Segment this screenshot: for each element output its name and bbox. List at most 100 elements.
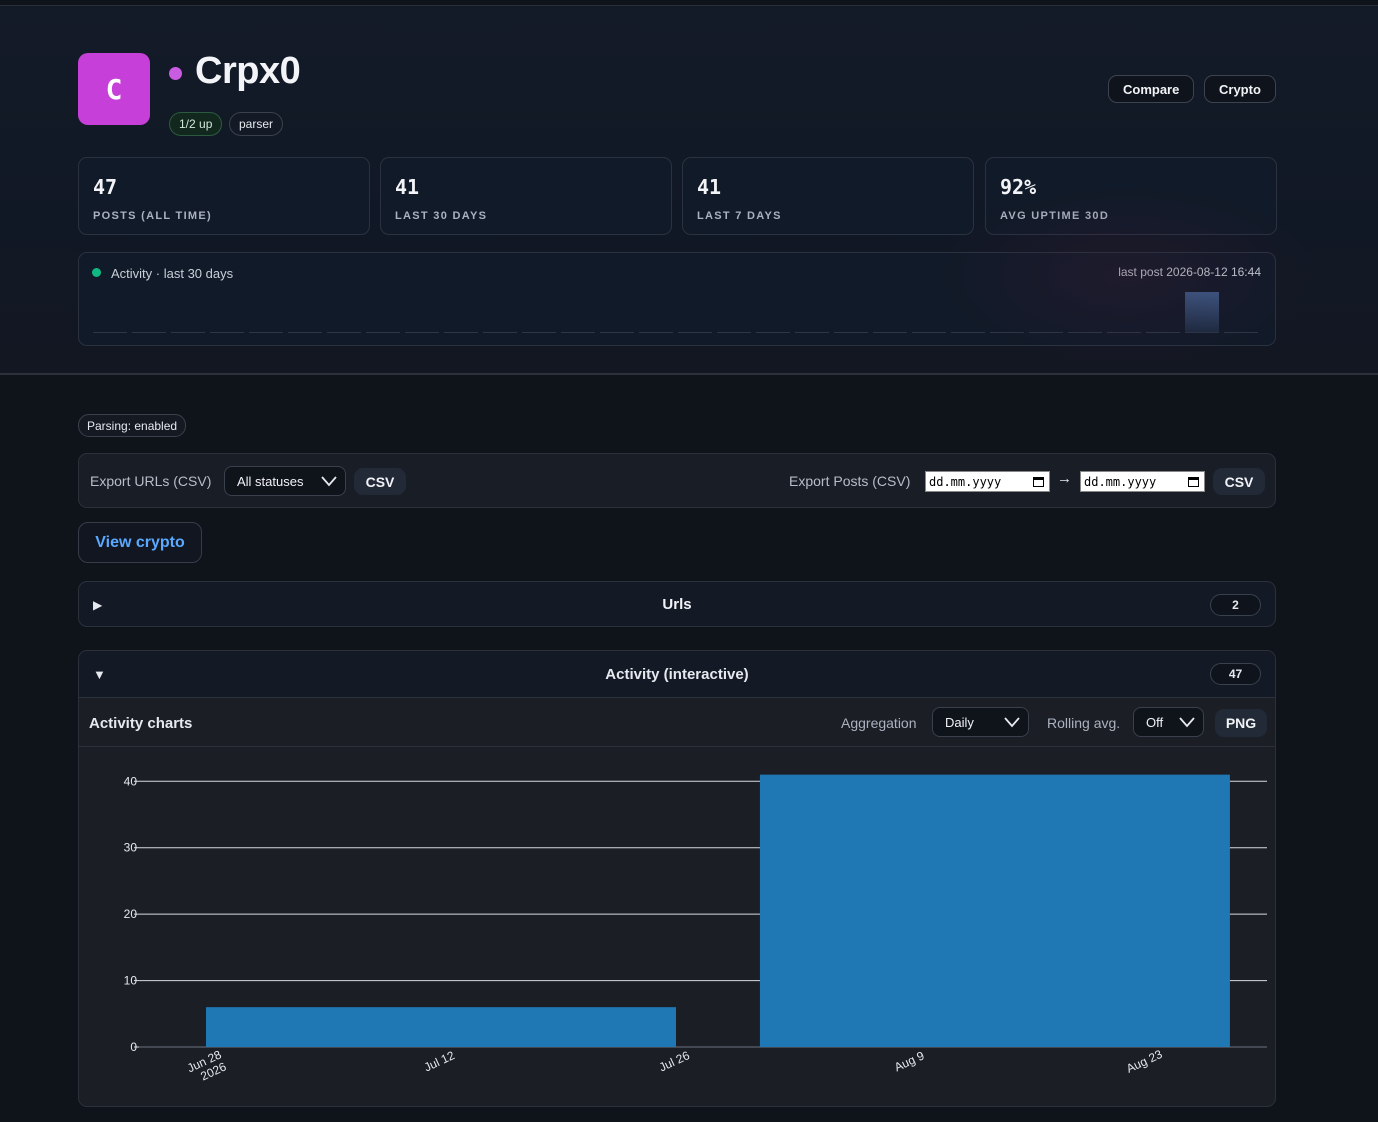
crypto-button[interactable]: Crypto [1204,75,1276,103]
sparkline-baseline [600,332,634,333]
y-tick-label: 30 [124,841,138,855]
x-tick-text: Aug 9 [892,1048,927,1074]
collapse-toggle-icon[interactable]: ▼ [93,667,106,682]
y-tick-label: 0 [130,1040,137,1054]
sparkline-baseline [405,332,439,333]
stat-card-last-7: 41 LAST 7 DAYS [682,157,974,235]
status-dot [169,67,182,80]
activity-sparkline-card: Activity · last 30 days last post 2026-0… [78,252,1276,346]
date-range-arrow: → [1057,470,1072,487]
chevron-down-icon [321,476,337,487]
sparkline-baseline [249,332,283,333]
sparkline-baseline [795,332,829,333]
calendar-icon[interactable] [1188,476,1199,487]
aggregation-value: Daily [945,714,974,730]
x-tick-label: Jul 12 [422,1048,457,1074]
chart-heading: Activity charts [89,715,193,732]
sparkline-baseline [483,332,517,333]
stat-label: POSTS (ALL TIME) [93,210,212,222]
sparkline-bar [1185,292,1219,332]
activity-panel-header[interactable]: ▼ Activity (interactive) 47 [79,651,1275,698]
view-crypto-button[interactable]: View crypto [78,522,202,563]
sparkline-baseline [756,332,790,333]
expand-toggle-icon[interactable]: ▶ [93,598,103,612]
sparkline-baseline [1224,332,1258,333]
compare-button[interactable]: Compare [1108,75,1195,103]
calendar-icon[interactable] [1033,476,1044,487]
date-to-placeholder: dd.mm.yyyy [1084,474,1157,489]
export-urls-csv-button[interactable]: CSV [354,468,406,495]
sparkline-baseline [639,332,673,333]
sparkline-baseline [1185,332,1219,333]
sparkline-baseline [951,332,985,333]
sparkline-baseline [1107,332,1141,333]
y-tick-label: 20 [124,907,138,921]
sparkline-baseline [132,332,166,333]
chart-toolbar: Activity charts Aggregation Daily Rollin… [79,699,1275,747]
sparkline-baseline [1146,332,1180,333]
sparkline-baseline [93,332,127,333]
sparkline-baseline [171,332,205,333]
sparkline-baseline [561,332,595,333]
activity-count-badge: 47 [1210,663,1261,685]
sparkline-baseline [717,332,751,333]
export-png-button[interactable]: PNG [1215,709,1267,737]
stat-value: 47 [93,175,118,199]
x-tick-text: Jul 12 [422,1048,457,1074]
status-filter-select[interactable]: All statuses [224,466,346,496]
stat-label: LAST 7 DAYS [697,210,782,222]
chevron-down-icon [1179,717,1195,728]
activity-panel: ▼ Activity (interactive) 47 Activity cha… [78,650,1276,1107]
profile-header: C Crpx0 1/2 up parser Compare Crypto 47 … [0,6,1378,375]
rolling-avg-select[interactable]: Off [1133,707,1204,737]
rolling-avg-value: Off [1146,714,1164,730]
x-tick-label: Aug 23 [1124,1047,1165,1076]
x-tick-label: Aug 9 [892,1048,927,1074]
sparkline-baseline [1029,332,1063,333]
status-filter-value: All statuses [237,473,304,489]
sparkline-baseline [1068,332,1102,333]
sparkline-baseline [678,332,712,333]
y-tick-label: 10 [124,974,138,988]
sparkline-baseline [366,332,400,333]
stat-label: AVG UPTIME 30D [1000,210,1110,222]
stat-value: 92% [1000,175,1037,199]
page-title: Crpx0 [195,50,301,92]
sparkline-baseline [912,332,946,333]
export-toolbar: Export URLs (CSV) All statuses CSV Expor… [78,453,1276,508]
date-from-input[interactable]: dd.mm.yyyy [925,471,1050,492]
sparkline-baseline [210,332,244,333]
activity-indicator [92,268,101,277]
sparkline-baseline [444,332,478,333]
sparkline-baseline [288,332,322,333]
y-tick-label: 40 [124,774,138,788]
stat-card-uptime: 92% AVG UPTIME 30D [985,157,1277,235]
urls-panel-title: Urls [662,596,692,613]
last-post-timestamp: last post 2026-08-12 16:44 [1118,265,1261,279]
urls-panel-header[interactable]: ▶ Urls 2 [78,581,1276,627]
chart-bar[interactable] [759,774,1230,1047]
chevron-down-icon [1004,717,1020,728]
activity-panel-title: Activity (interactive) [605,666,749,683]
stat-value: 41 [697,175,722,199]
date-to-input[interactable]: dd.mm.yyyy [1080,471,1205,492]
export-posts-csv-button[interactable]: CSV [1213,468,1265,495]
aggregation-label: Aggregation [841,715,917,731]
sparkline-baseline [873,332,907,333]
sparkline-baseline [327,332,361,333]
chart-bar[interactable] [206,1007,676,1047]
top-divider [0,5,1378,6]
aggregation-select[interactable]: Daily [932,707,1029,737]
x-tick-text: Aug 23 [1124,1047,1165,1076]
activity-sparkline [93,292,1258,333]
sparkline-baseline [522,332,556,333]
avatar: C [78,53,150,125]
date-from-placeholder: dd.mm.yyyy [929,474,1002,489]
sparkline-baseline [990,332,1024,333]
x-tick-label: Jul 26 [657,1048,692,1074]
rolling-avg-label: Rolling avg. [1047,715,1121,731]
parsing-status-badge: Parsing: enabled [78,414,187,437]
stat-label: LAST 30 DAYS [395,210,488,222]
